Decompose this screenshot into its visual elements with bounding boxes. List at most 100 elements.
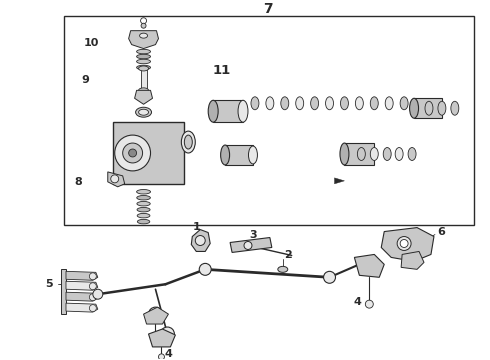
Polygon shape — [129, 31, 158, 49]
Circle shape — [89, 273, 97, 280]
Ellipse shape — [139, 88, 148, 93]
Ellipse shape — [137, 49, 150, 54]
Ellipse shape — [139, 109, 148, 115]
Ellipse shape — [408, 148, 416, 161]
Bar — [344, 143, 374, 165]
Text: 8: 8 — [74, 177, 82, 187]
Ellipse shape — [296, 97, 304, 110]
Circle shape — [366, 300, 373, 308]
Ellipse shape — [137, 59, 150, 64]
Ellipse shape — [341, 97, 348, 110]
Circle shape — [196, 235, 205, 246]
Ellipse shape — [438, 101, 446, 115]
Circle shape — [115, 135, 150, 171]
Ellipse shape — [136, 107, 151, 117]
Polygon shape — [191, 230, 210, 251]
Ellipse shape — [181, 131, 196, 153]
Ellipse shape — [281, 97, 289, 110]
Bar — [141, 68, 147, 90]
Ellipse shape — [139, 66, 148, 71]
Circle shape — [111, 175, 119, 183]
Circle shape — [122, 143, 143, 163]
Circle shape — [93, 289, 103, 299]
Polygon shape — [230, 238, 272, 252]
Bar — [213, 100, 243, 122]
Polygon shape — [335, 178, 344, 184]
Circle shape — [400, 239, 408, 247]
Circle shape — [148, 307, 163, 321]
Bar — [113, 122, 184, 184]
Ellipse shape — [395, 148, 403, 161]
Text: 10: 10 — [84, 37, 99, 48]
Ellipse shape — [137, 202, 150, 206]
Ellipse shape — [208, 100, 218, 122]
Ellipse shape — [137, 207, 150, 212]
Ellipse shape — [400, 97, 408, 110]
Ellipse shape — [451, 101, 459, 115]
Text: 11: 11 — [213, 64, 231, 77]
Text: 7: 7 — [263, 2, 273, 16]
Ellipse shape — [140, 33, 147, 38]
Bar — [64, 16, 474, 225]
Circle shape — [323, 271, 336, 283]
Circle shape — [129, 149, 137, 157]
Ellipse shape — [357, 148, 366, 161]
Polygon shape — [66, 281, 98, 290]
Circle shape — [89, 283, 97, 290]
Ellipse shape — [266, 97, 274, 110]
Text: 4: 4 — [353, 297, 361, 307]
Ellipse shape — [137, 65, 150, 70]
Ellipse shape — [220, 145, 230, 165]
Polygon shape — [66, 303, 98, 312]
Polygon shape — [381, 228, 434, 261]
Circle shape — [160, 327, 174, 341]
Polygon shape — [144, 307, 169, 324]
Ellipse shape — [355, 97, 364, 110]
Polygon shape — [401, 251, 424, 269]
Ellipse shape — [383, 148, 391, 161]
Polygon shape — [135, 90, 152, 104]
Ellipse shape — [425, 101, 433, 115]
Ellipse shape — [410, 98, 418, 118]
Circle shape — [158, 354, 165, 360]
Bar — [61, 269, 66, 314]
Circle shape — [89, 294, 97, 301]
Text: 1: 1 — [193, 222, 200, 231]
Ellipse shape — [137, 195, 150, 200]
Ellipse shape — [311, 97, 319, 110]
Ellipse shape — [370, 97, 378, 110]
Circle shape — [397, 237, 411, 251]
Text: 9: 9 — [81, 75, 89, 85]
Ellipse shape — [385, 97, 393, 110]
Circle shape — [199, 264, 211, 275]
Ellipse shape — [137, 190, 150, 194]
Text: 4: 4 — [165, 349, 172, 359]
Ellipse shape — [370, 148, 378, 161]
Polygon shape — [66, 271, 98, 280]
Circle shape — [141, 18, 147, 24]
Ellipse shape — [248, 146, 257, 164]
Text: 6: 6 — [437, 226, 445, 237]
Ellipse shape — [325, 97, 334, 110]
Bar — [414, 98, 442, 118]
Polygon shape — [108, 172, 124, 187]
Ellipse shape — [340, 143, 349, 165]
Polygon shape — [148, 329, 175, 347]
Circle shape — [141, 23, 146, 28]
FancyBboxPatch shape — [190, 58, 474, 208]
Bar — [225, 145, 253, 165]
Ellipse shape — [251, 97, 259, 110]
Text: 3: 3 — [249, 230, 257, 239]
Ellipse shape — [137, 219, 150, 224]
Ellipse shape — [238, 100, 248, 122]
Text: 2: 2 — [284, 251, 292, 260]
Ellipse shape — [278, 266, 288, 272]
Circle shape — [89, 305, 97, 312]
Ellipse shape — [137, 213, 150, 218]
Ellipse shape — [137, 54, 150, 59]
Ellipse shape — [184, 135, 192, 149]
Polygon shape — [354, 255, 384, 277]
Text: 5: 5 — [46, 279, 53, 289]
Circle shape — [244, 242, 252, 249]
Polygon shape — [66, 292, 98, 301]
